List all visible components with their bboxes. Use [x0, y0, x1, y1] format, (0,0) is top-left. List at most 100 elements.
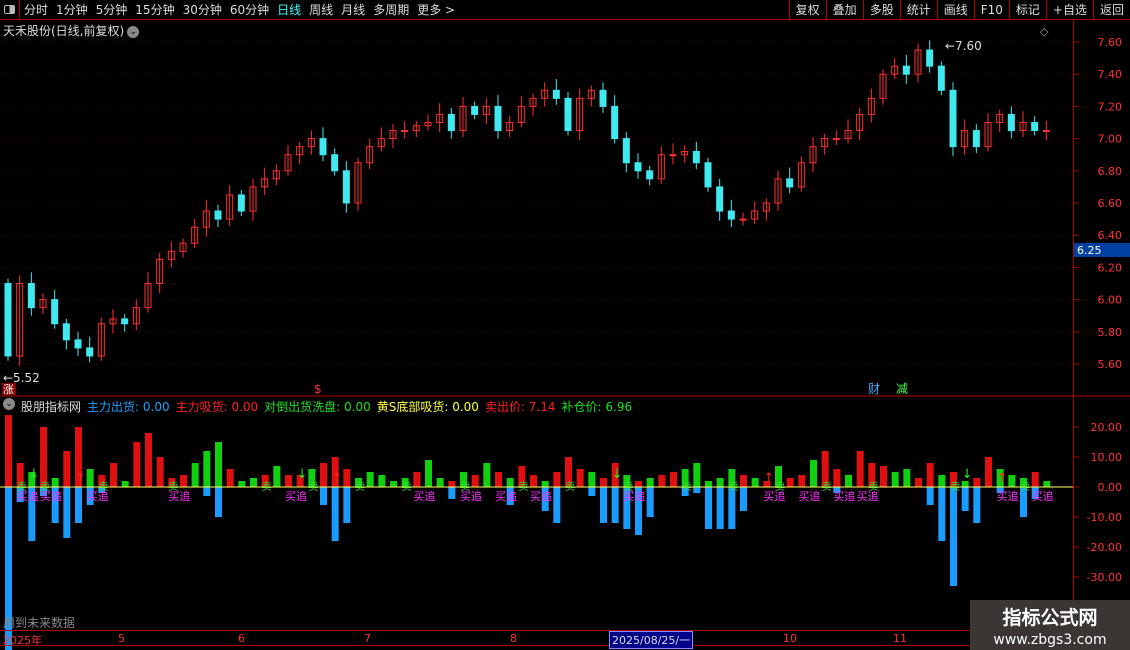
indicator-bar-down: [611, 487, 619, 523]
indicator-bar-up: [390, 481, 397, 487]
toolbar-button[interactable]: F10: [973, 0, 1009, 20]
indicator-bar-down: [693, 487, 701, 493]
indicator-bar-down: [553, 487, 561, 523]
candle-up: [179, 242, 187, 252]
sell-label: 卖: [623, 481, 633, 493]
candle-up: [167, 250, 175, 260]
period-tab[interactable]: 5分钟: [95, 3, 128, 17]
candle-up: [914, 49, 922, 75]
period-tab[interactable]: 月线: [341, 3, 366, 17]
buy-chase-label: 买追: [798, 489, 820, 503]
indicator-bar-up: [215, 442, 222, 487]
indicator-legend-item: 对倒出货洗盘: 0.00: [264, 400, 371, 414]
indicator-bar-up: [203, 451, 211, 487]
period-tab[interactable]: 分时: [24, 3, 49, 17]
indicator-bar-down: [86, 487, 94, 505]
date-label: 8: [510, 632, 517, 645]
candle-up: [307, 138, 315, 148]
period-tab[interactable]: 30分钟: [182, 3, 222, 17]
indicator-bar-up: [530, 475, 537, 487]
layout-toggle-icon[interactable]: [0, 0, 20, 20]
indicator-bar-up: [600, 478, 607, 487]
indicator-bar-down: [938, 487, 946, 541]
toolbar-button[interactable]: 叠加: [825, 0, 863, 20]
candle-up: [856, 113, 864, 132]
candle-down: [564, 97, 572, 132]
indicator-legend-item: 主力吸货: 0.00: [175, 400, 259, 414]
candle-up: [844, 130, 852, 140]
date-label: 10: [783, 632, 797, 645]
toolbar-button[interactable]: +自选: [1045, 0, 1093, 20]
indicator-bar-down: [646, 487, 654, 517]
candle-up: [984, 122, 992, 148]
candle-down: [622, 138, 630, 164]
toolbar-button[interactable]: 复权: [788, 0, 826, 20]
indicator-menu-icon[interactable]: ⌄: [3, 398, 15, 410]
indicator-legend-item: 黄S底部吸货: 0.00: [376, 400, 479, 414]
indicator-axis-label: 20.00: [1091, 421, 1123, 434]
indicator-bar-down: [28, 487, 36, 541]
cai-marker: 财: [868, 382, 880, 396]
indicator-bar-down: [215, 487, 222, 517]
indicator-axis-label: 10.00: [1091, 451, 1123, 464]
candle-up: [39, 299, 47, 309]
indicator-bar-down: [1020, 487, 1027, 517]
candle-down: [727, 210, 735, 220]
candle-up: [424, 122, 432, 127]
sell-label: 卖: [308, 481, 318, 493]
buy-chase-label: 买追: [460, 489, 482, 503]
indicator-axis-label: -10.00: [1087, 511, 1122, 524]
toolbar-button[interactable]: 返回: [1092, 0, 1130, 20]
indicator-bar-up: [320, 463, 327, 487]
stock-title-text: 天禾股份(日线,前复权): [3, 24, 125, 38]
period-tab[interactable]: 1分钟: [56, 3, 88, 17]
period-tab[interactable]: 60分钟: [229, 3, 270, 17]
toolbar-button[interactable]: 画线: [936, 0, 974, 20]
toolbar-button[interactable]: 统计: [899, 0, 937, 20]
indicator-bar-up: [285, 475, 292, 487]
indicator-bar-down: [63, 487, 71, 538]
period-tab[interactable]: 15分钟: [135, 3, 175, 17]
indicator-bar-up: [51, 478, 59, 487]
watermark-url: www.zbgs3.com: [993, 632, 1107, 648]
candle-down: [599, 89, 607, 107]
candle-down: [786, 178, 794, 188]
buy-chase-label: 买追: [763, 489, 785, 503]
sell-label: 卖: [775, 481, 785, 493]
price-axis-label: 7.60: [1098, 36, 1123, 49]
indicator-bar-up: [845, 475, 852, 487]
zhang-badge: [2, 383, 16, 395]
buy-chase-label: 买追: [997, 489, 1019, 503]
toolbar-button[interactable]: 标记: [1008, 0, 1046, 20]
stock-title[interactable]: 天禾股份(日线,前复权) ⌄: [3, 22, 140, 39]
candle-up: [506, 122, 514, 132]
buy-chase-label: 买追: [413, 489, 435, 503]
indicator-bar-up: [635, 481, 642, 487]
indicator-bar-up: [296, 475, 304, 487]
sell-label: 卖: [262, 481, 272, 493]
buy-chase-label: 买追: [17, 489, 39, 503]
chevron-down-icon[interactable]: ⌄: [127, 25, 140, 38]
candle-up: [867, 97, 875, 115]
indicator-bar-down: [343, 487, 351, 523]
indicator-bar-up: [611, 463, 619, 487]
indicator-name[interactable]: 股朋指标网: [21, 400, 82, 414]
indicator-bar-up: [810, 460, 817, 487]
period-tab[interactable]: 日线: [277, 3, 302, 17]
indicator-bar-up: [460, 472, 467, 487]
date-axis: 2025年 5 6 7 8 10 11 2025/08/25/一: [0, 630, 1130, 649]
period-tab[interactable]: 多周期: [373, 3, 410, 17]
indicator-bar-up: [273, 466, 281, 487]
candle-down: [937, 65, 945, 91]
watermark-title: 指标公式网: [1002, 607, 1098, 629]
period-tab[interactable]: 周线: [309, 3, 334, 17]
period-tab[interactable]: 更多 >: [417, 3, 456, 17]
candle-up: [261, 178, 269, 188]
candle-down: [62, 323, 70, 341]
candle-up: [809, 146, 817, 164]
toolbar-button[interactable]: 多股: [862, 0, 900, 20]
high-price-label: ←7.60: [945, 39, 982, 53]
candle-up: [996, 113, 1004, 123]
indicator-bar-up: [553, 472, 561, 487]
